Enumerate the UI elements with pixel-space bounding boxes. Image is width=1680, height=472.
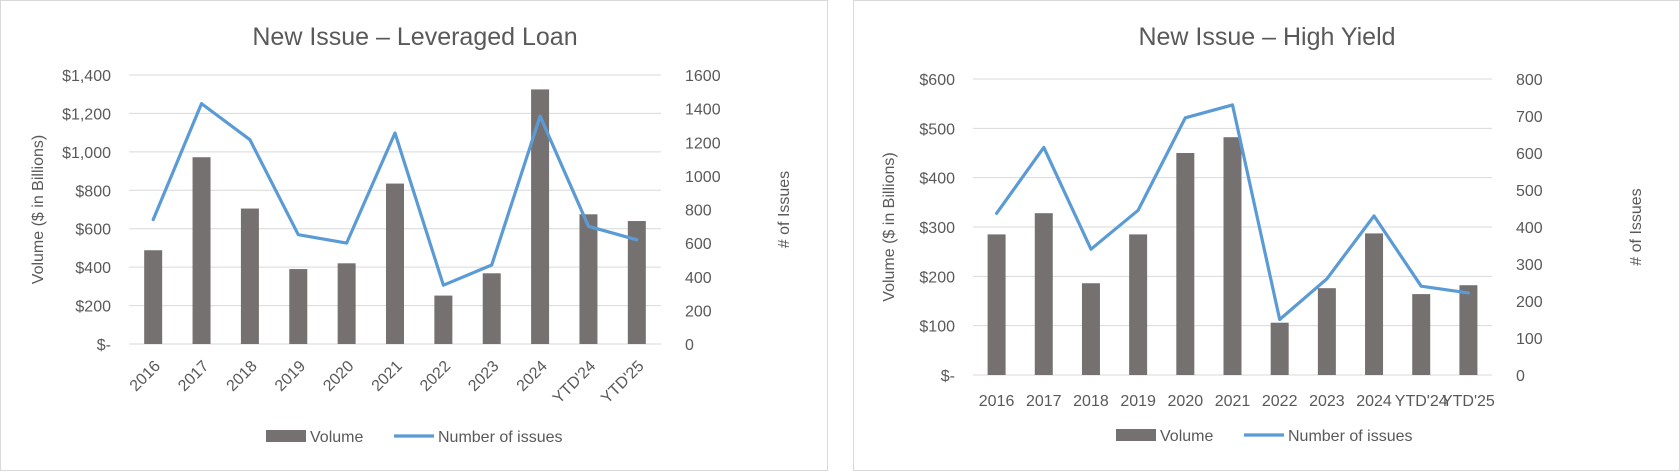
y2-tick-label: 200 xyxy=(685,303,712,320)
x-tick-label: 2018 xyxy=(1073,393,1109,410)
y-axis-title: Volume ($ in Billions) xyxy=(30,135,47,284)
y2-tick-label: 300 xyxy=(1516,257,1543,274)
volume-bar xyxy=(1034,213,1053,375)
y-tick-label: $800 xyxy=(75,183,111,200)
x-tick-label: 2022 xyxy=(417,358,454,395)
y2-tick-label: 700 xyxy=(1516,109,1543,126)
y-tick-label: $600 xyxy=(919,72,955,89)
volume-bar xyxy=(240,208,259,344)
y2-tick-label: 1400 xyxy=(685,102,721,119)
x-tick-label: YTD'24 xyxy=(1395,393,1448,410)
x-tick-label: 2024 xyxy=(1356,393,1392,410)
x-tick-label: 2023 xyxy=(1309,393,1345,410)
issues-line xyxy=(151,101,639,287)
x-tick-label: 2022 xyxy=(1262,393,1298,410)
y-tick-label: $1,400 xyxy=(62,68,111,85)
y-tick-label: $200 xyxy=(919,269,955,286)
x-tick-label: 2017 xyxy=(1026,393,1062,410)
x-tick-label: 2020 xyxy=(320,358,357,395)
y-tick-label: $200 xyxy=(75,299,111,316)
x-tick-label: 2021 xyxy=(369,358,406,395)
volume-bar xyxy=(1129,234,1148,375)
x-tick-label: 2021 xyxy=(1215,393,1251,410)
y-tick-label: $- xyxy=(97,337,111,354)
legend-issues-label: Number of issues xyxy=(1288,428,1413,445)
y2-axis-title: # of Issues xyxy=(776,171,793,248)
y2-tick-label: 400 xyxy=(685,270,712,287)
legend-issues-label: Number of issues xyxy=(438,429,563,446)
y2-tick-label: 0 xyxy=(1516,368,1525,385)
volume-bar xyxy=(144,250,163,344)
volume-bar xyxy=(531,89,550,345)
volume-bar xyxy=(192,157,211,344)
volume-bar xyxy=(579,214,598,344)
y2-tick-label: 500 xyxy=(1516,183,1543,200)
x-tick-label: 2018 xyxy=(224,358,261,395)
volume-bar xyxy=(1081,283,1100,375)
y2-tick-label: 1200 xyxy=(685,135,721,152)
x-tick-label: 2024 xyxy=(514,358,551,395)
legend-volume-swatch xyxy=(1116,429,1156,441)
y2-tick-label: 600 xyxy=(1516,146,1543,163)
x-tick-label: 2016 xyxy=(979,393,1015,410)
volume-bar xyxy=(1270,322,1289,375)
x-tick-label: YTD'24 xyxy=(550,358,599,407)
y2-tick-label: 600 xyxy=(685,236,712,253)
y2-tick-label: 200 xyxy=(1516,294,1543,311)
y-axis-title: Volume ($ in Billions) xyxy=(881,152,898,301)
y-tick-label: $- xyxy=(941,368,955,385)
y-tick-label: $500 xyxy=(919,121,955,138)
volume-bar xyxy=(1412,294,1431,375)
x-tick-label: 2019 xyxy=(1120,393,1156,410)
leveraged-loan-chart-panel: New Issue – Leveraged Loan $- $200 $400 $600… xyxy=(0,0,828,471)
y-tick-label: $100 xyxy=(919,319,955,336)
legend-volume-swatch xyxy=(266,430,306,442)
high-yield-chart-panel: New Issue – High Yield $- $100 $200 $300 $400… xyxy=(853,0,1680,471)
leveraged-loan-chart: New Issue – Leveraged Loan $- $200 $400 $600… xyxy=(30,23,793,446)
y-tick-label: $1,200 xyxy=(62,106,111,123)
x-tick-label: 2016 xyxy=(127,358,164,395)
chart-title: New Issue – High Yield xyxy=(1138,23,1395,51)
y2-tick-label: 800 xyxy=(685,203,712,220)
issues-line xyxy=(995,103,1471,322)
x-tick-label: YTD'25 xyxy=(1442,393,1495,410)
y-tick-label: $400 xyxy=(919,171,955,188)
volume-bar xyxy=(337,263,356,344)
y2-axis-title: # of Issues xyxy=(1628,188,1645,265)
y2-tick-label: 400 xyxy=(1516,220,1543,237)
y-tick-label: $600 xyxy=(75,222,111,239)
chart-title: New Issue – Leveraged Loan xyxy=(252,23,577,51)
volume-bar xyxy=(627,221,646,344)
legend-volume-label: Volume xyxy=(1160,428,1213,445)
y2-tick-label: 100 xyxy=(1516,331,1543,348)
y2-tick-label: 1600 xyxy=(685,68,721,85)
x-tick-label: 2023 xyxy=(465,358,502,395)
legend: Volume Number of issues xyxy=(266,429,563,446)
y2-tick-label: 1000 xyxy=(685,169,721,186)
y-tick-label: $400 xyxy=(75,260,111,277)
volume-bar xyxy=(987,234,1006,375)
volume-bar xyxy=(1317,288,1336,375)
volume-bar xyxy=(1459,285,1478,375)
y-tick-label: $300 xyxy=(919,220,955,237)
y2-tick-label: 0 xyxy=(685,337,694,354)
volume-bar xyxy=(1365,233,1384,375)
high-yield-chart: New Issue – High Yield $- $100 $200 $300 $400… xyxy=(881,23,1645,445)
volume-bar xyxy=(386,183,404,344)
x-tick-label: 2019 xyxy=(272,358,309,395)
volume-bar xyxy=(289,269,308,344)
y-tick-label: $1,000 xyxy=(62,145,111,162)
legend-volume-label: Volume xyxy=(310,429,363,446)
volume-bar xyxy=(482,273,501,344)
x-tick-label: 2020 xyxy=(1168,393,1204,410)
x-tick-label: 2017 xyxy=(175,358,212,395)
x-tick-label: YTD'25 xyxy=(598,358,647,407)
y2-tick-label: 800 xyxy=(1516,72,1543,89)
volume-bar xyxy=(1223,137,1242,375)
volume-bar xyxy=(1176,153,1195,375)
volume-bar xyxy=(434,295,453,344)
legend: Volume Number of issues xyxy=(1116,428,1413,445)
